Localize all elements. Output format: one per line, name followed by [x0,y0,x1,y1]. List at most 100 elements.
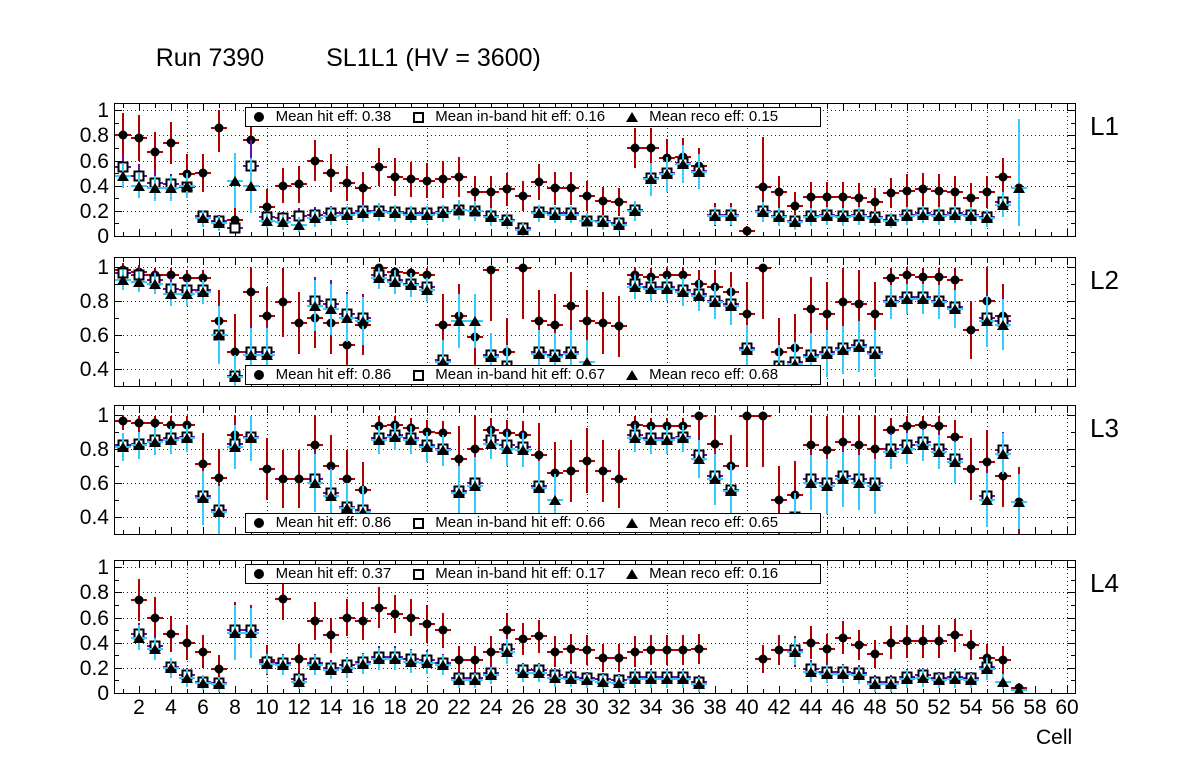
data-point-circle [406,613,416,623]
x-axis-tick [1003,258,1004,265]
data-point-circle [390,609,400,619]
y-axis-minor-tick [1071,173,1075,175]
x-axis-tick [123,382,124,386]
panel-tag-l1: L1 [1090,111,1119,141]
x-axis-tick [971,686,972,693]
x-axis-tick-label: 6 [197,696,209,719]
y-axis-tick [1068,185,1075,187]
x-axis-tick [1067,686,1068,693]
data-point-circle [758,182,768,192]
error-bar-vertical [234,355,236,386]
data-point-circle [150,613,160,623]
x-axis-tick [299,406,300,413]
data-point-triangle [933,447,945,458]
data-point-triangle [261,659,273,670]
x-axis-tick [123,561,124,565]
y-axis-minor-tick [115,630,119,632]
x-axis-tick-label: 22 [447,696,471,719]
x-axis-tick [363,406,364,413]
y-axis-minor-tick [115,223,119,225]
x-axis-tick [1051,689,1052,693]
data-point-triangle [677,287,689,298]
data-point-triangle [517,445,529,456]
x-axis-tick [795,406,796,410]
y-axis-tick [1068,516,1075,518]
x-axis-tick [283,232,284,236]
filled-triangle-icon [619,366,645,383]
data-point-triangle [229,372,241,383]
x-axis-tick [715,686,716,693]
x-axis-tick [219,406,220,410]
gridline-horizontal [115,266,1075,268]
data-point-circle [454,655,464,665]
y-axis-tick [1068,210,1075,212]
x-axis-tick [811,229,812,236]
data-point-triangle [533,208,545,219]
data-point-circle [566,183,576,193]
data-point-triangle [213,218,225,229]
x-axis-tick [347,406,348,410]
x-axis-tick [459,406,460,413]
x-axis-tick [139,561,140,568]
data-point-triangle [869,348,881,359]
x-axis-tick [139,406,140,413]
x-axis-tick [795,232,796,236]
gridline-horizontal [115,617,1075,619]
data-point-circle [694,644,704,654]
data-point-triangle [229,627,241,638]
x-axis-tick [123,258,124,262]
legend-entry-reco-eff: Mean reco eff: 0.65 [619,514,792,531]
data-point-triangle [693,290,705,301]
x-axis-tick [939,379,940,386]
x-axis-tick-label: 2 [133,696,145,719]
data-point-triangle [421,441,433,452]
plot-area-l3: Mean hit eff: 0.86 Mean in-band hit eff: … [115,406,1075,534]
data-point-circle [342,613,352,623]
x-axis-tick [635,689,636,693]
data-point-triangle [245,627,257,638]
x-axis-tick [875,527,876,534]
error-bar-vertical [746,414,748,468]
data-point-circle [422,176,432,186]
y-axis-tick [1068,266,1075,268]
y-axis-tick [115,482,122,484]
x-axis-tick [251,258,252,262]
y-axis-minor-tick [115,351,119,353]
x-axis-tick [619,406,620,413]
data-point-triangle [949,304,961,315]
x-axis-tick [747,406,748,413]
x-axis-tick-label: 28 [543,696,567,719]
x-axis-tick [603,406,604,410]
y-axis-label: 0.4 [79,357,109,381]
x-axis-tick [443,689,444,693]
y-axis-tick [1068,110,1075,112]
data-point-triangle [853,210,865,221]
x-axis-tick [411,104,412,108]
y-axis-minor-tick [1071,122,1075,124]
data-point-circle [854,440,864,450]
data-point-triangle [133,440,145,451]
data-point-triangle [869,213,881,224]
data-point-triangle [949,674,961,685]
data-point-circle [998,655,1008,665]
x-axis-tick [987,258,988,262]
x-axis-tick [747,686,748,693]
x-axis-tick [715,258,716,265]
x-axis-tick [731,258,732,262]
y-axis-label: 0.4 [79,174,109,198]
x-axis-tick [571,406,572,410]
x-axis-tick [955,104,956,108]
y-axis-minor-tick [115,499,119,501]
data-point-circle [838,192,848,202]
x-axis-tick [699,104,700,108]
data-point-triangle [357,506,369,517]
data-point-triangle [645,435,657,446]
x-axis-tick [1051,104,1052,108]
x-axis-tick [635,258,636,262]
data-point-triangle [501,646,513,657]
x-axis-tick [955,530,956,534]
x-axis-tick [955,258,956,262]
x-axis-tick [155,406,156,410]
data-point-circle [518,191,528,201]
data-point-circle [630,647,640,656]
